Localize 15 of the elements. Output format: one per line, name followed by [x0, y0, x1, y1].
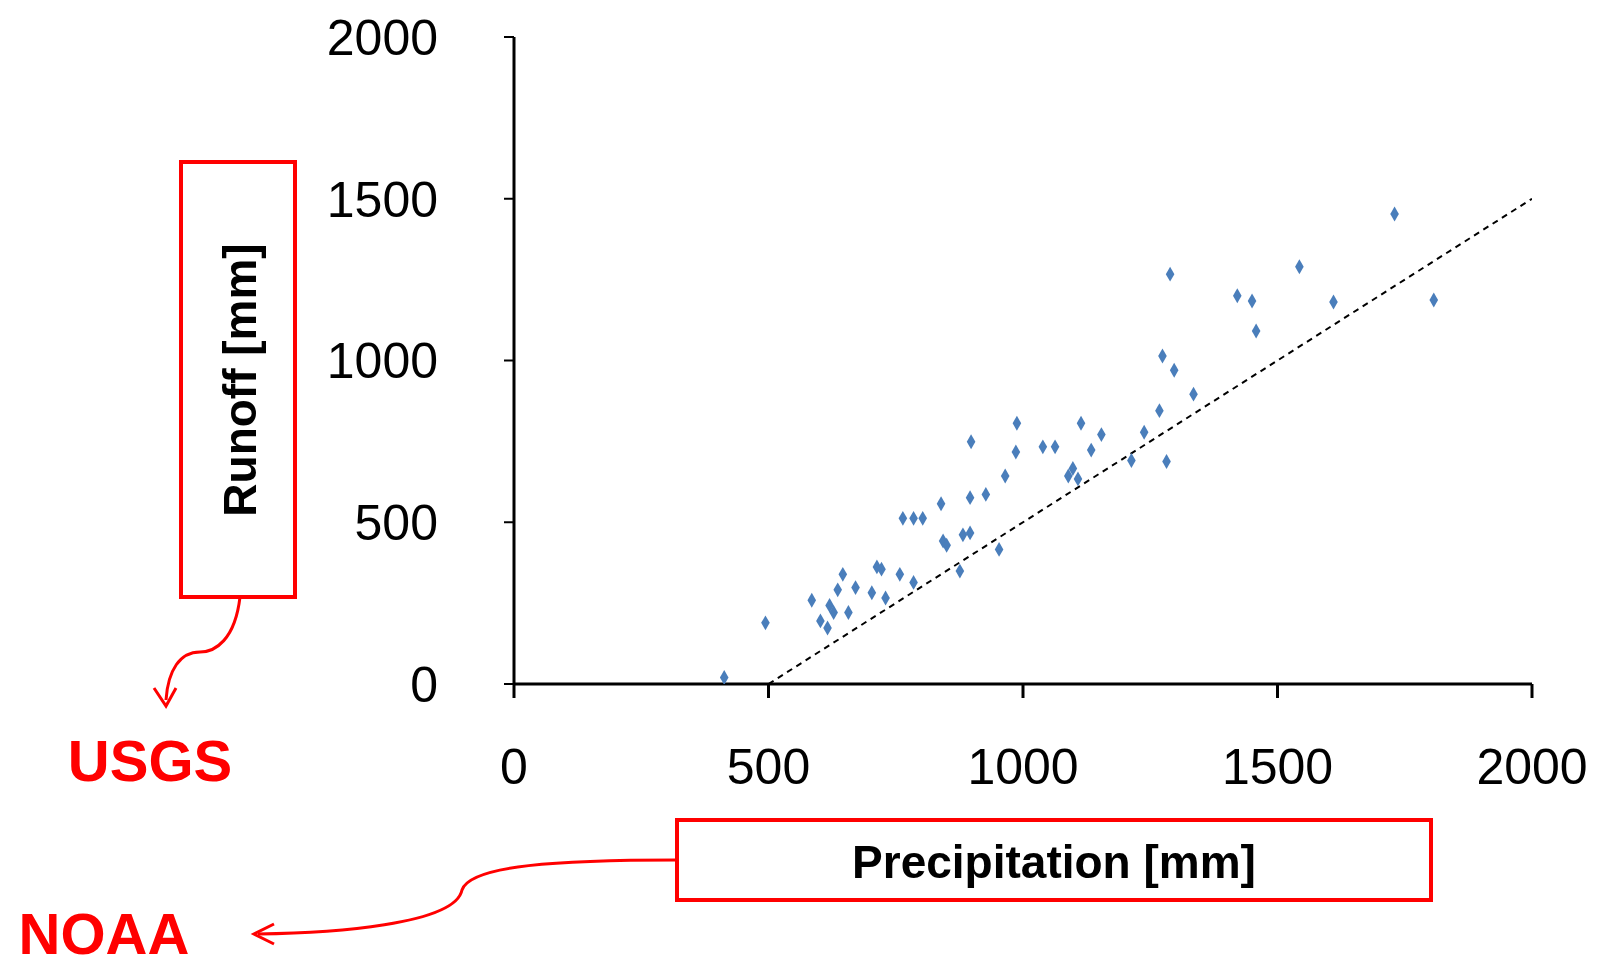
y-tick-label: 1500: [326, 171, 438, 228]
y-tick-label: 500: [354, 495, 438, 551]
x-tick-label: 0: [500, 738, 528, 795]
y-tick-label: 0: [410, 656, 438, 713]
y-tick-label: 1000: [326, 333, 438, 390]
x-tick-label: 1500: [1221, 738, 1334, 795]
y-axis-title: Runoff [mm]: [214, 243, 266, 517]
text: NOAA: [18, 900, 190, 961]
point: [719, 670, 729, 684]
x-tick-label: 1000: [967, 738, 1079, 795]
y-tick-label: 2000: [326, 9, 438, 66]
text: USGS: [67, 727, 233, 793]
x-tick-label: 500: [726, 738, 811, 795]
x-axis-title: Precipitation [mm]: [852, 836, 1256, 888]
x-tick-label: 2000: [1476, 738, 1588, 795]
